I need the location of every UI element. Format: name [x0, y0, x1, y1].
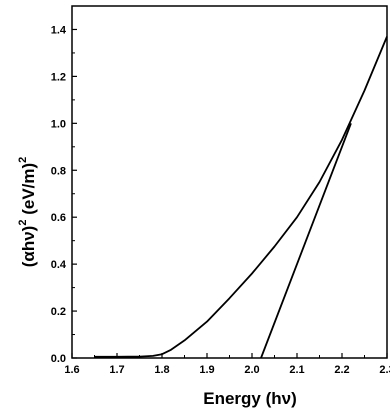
y-tick-label: 0.6 — [51, 212, 66, 224]
absorption-curve — [94, 36, 388, 358]
x-tick-label: 2.0 — [244, 364, 259, 376]
y-tick-label: 0.0 — [51, 353, 66, 365]
plot-frame — [71, 5, 388, 359]
x-tick-label: 2.3 — [379, 364, 390, 376]
y-tick-label: 0.2 — [51, 306, 66, 318]
y-title-close: ) — [19, 226, 38, 232]
x-tick-label: 2.2 — [334, 364, 349, 376]
y-tick-label: 1.2 — [51, 71, 66, 83]
tangent-line — [260, 122, 352, 359]
y-tick-label: 1.0 — [51, 118, 66, 130]
y-title-hv: hν — [19, 231, 38, 251]
y-title-alpha: α — [19, 251, 38, 262]
x-tick-label: 1.8 — [154, 364, 169, 376]
axis-ticks: 1.6 1.7 1.8 1.9 2.0 2.1 2.2 2.3 0.0 0.2 0.4 0.6 0.8 1… — [51, 24, 390, 376]
y-axis-title: (αhν)2 (eV/m)2 — [17, 157, 38, 268]
y-tick-label: 0.8 — [51, 165, 66, 177]
y-title-unit-sup: 2 — [17, 157, 29, 163]
y-title-open: ( — [19, 261, 38, 267]
x-tick-label: 1.7 — [109, 364, 124, 376]
x-tick-label: 2.1 — [289, 364, 304, 376]
data-series — [94, 36, 388, 359]
y-tick-label: 1.4 — [51, 24, 67, 36]
y-title-sup: 2 — [17, 220, 29, 226]
y-title-unit: (eV/m) — [19, 163, 38, 215]
y-tick-label: 0.4 — [51, 259, 67, 271]
x-axis-title: Energy (hν) — [203, 389, 297, 408]
x-tick-label: 1.6 — [64, 364, 79, 376]
x-tick-label: 1.9 — [199, 364, 214, 376]
